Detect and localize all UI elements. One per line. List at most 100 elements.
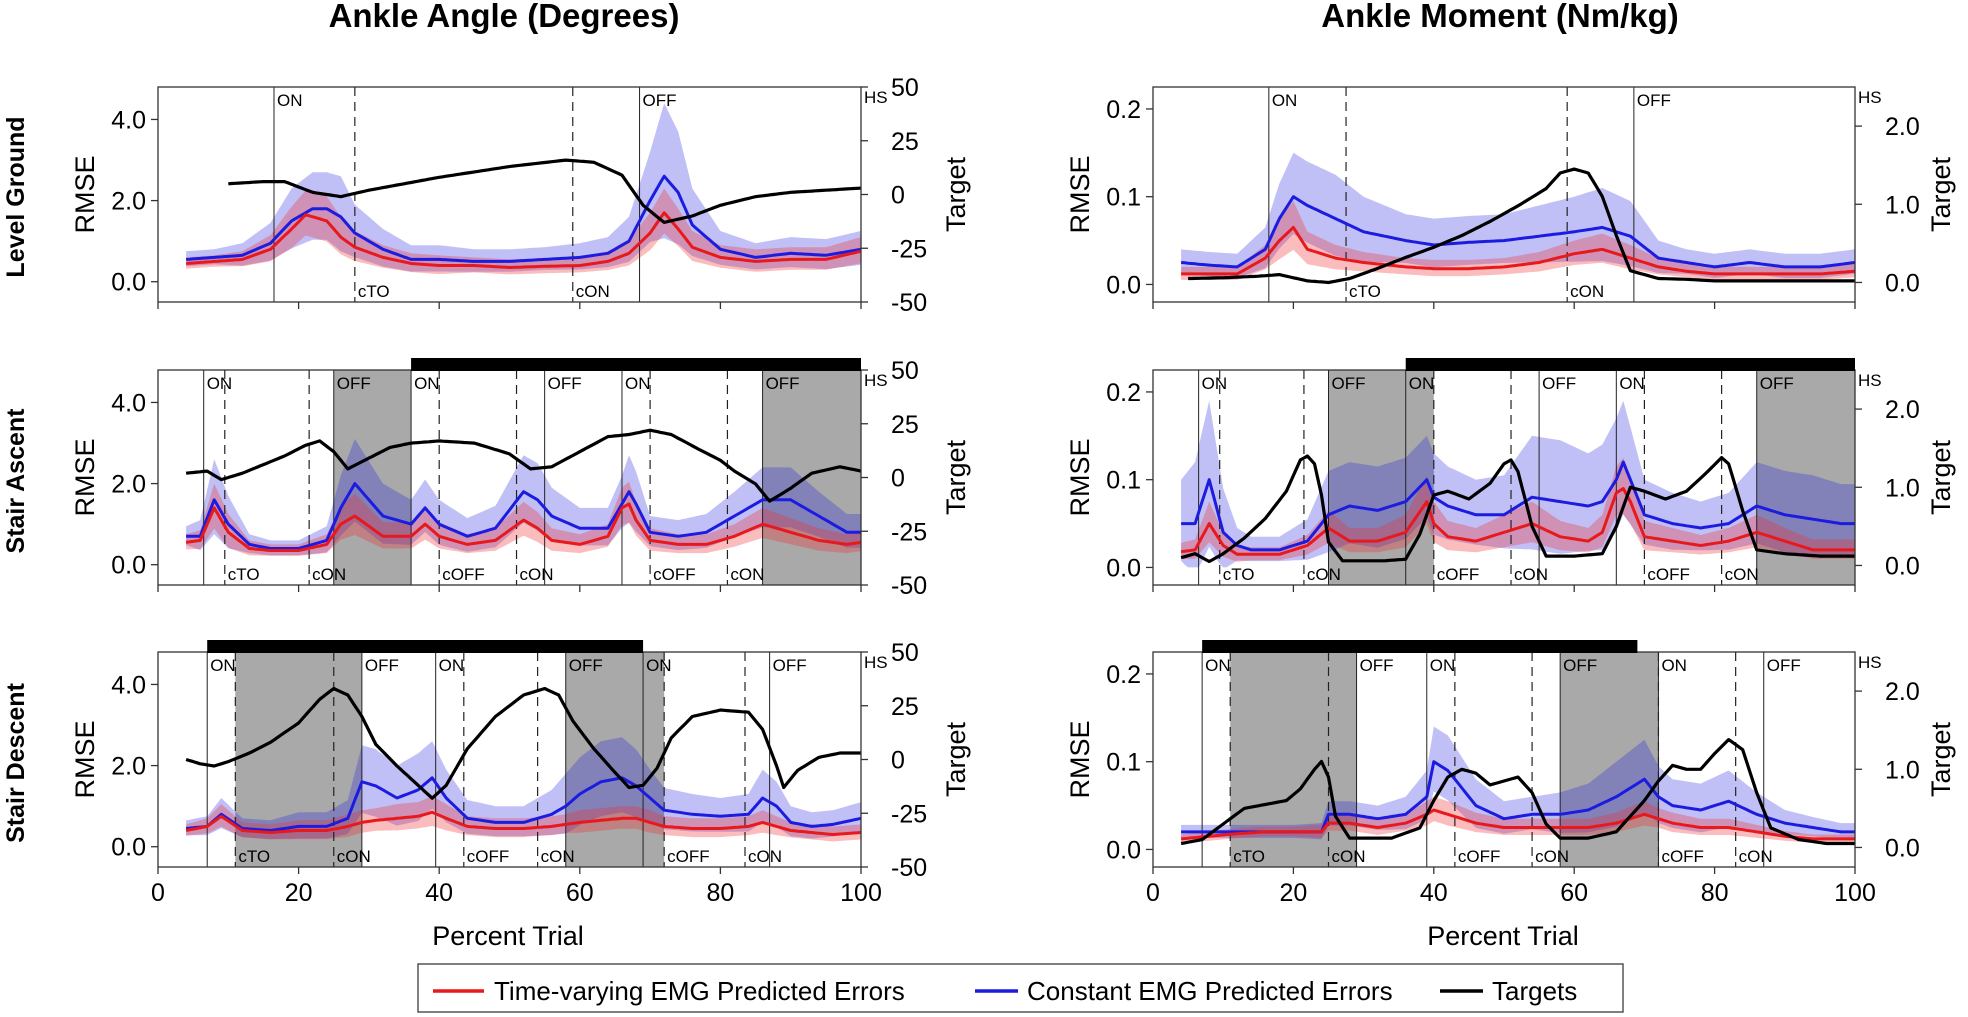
event-label-solid: ON	[1202, 374, 1228, 393]
event-label-dashed: cTO	[1349, 282, 1381, 301]
legend-box	[417, 963, 1624, 1013]
event-label-dashed: cOFF	[1458, 847, 1501, 866]
event-label-solid: OFF	[1760, 374, 1794, 393]
target-tick-label: 2.0	[1885, 396, 1920, 424]
y-tick-label: 4.0	[111, 389, 146, 417]
y-tick-label: 4.0	[111, 671, 146, 699]
blue-error-band	[1181, 152, 1855, 279]
blue-error-line	[185, 776, 862, 832]
event-label-solid: ON	[207, 374, 233, 393]
panel-r0-c0: ON OFF cTO cON HS 4.0 2.0 0.0 50 25 0 -25 -50 RMSE Tar…	[70, 74, 971, 317]
event-label-dashed: cTO	[228, 565, 260, 584]
event-label-dashed: cON	[1725, 565, 1759, 584]
target-tick-label: -50	[891, 572, 927, 600]
event-label-dashed: cON	[748, 847, 782, 866]
legend-label-time-varying: Time-varying EMG Predicted Errors	[494, 976, 905, 1006]
y-axis-label: RMSE	[1065, 720, 1095, 798]
y-tick-label: 0.0	[111, 834, 146, 862]
event-label-dashed: cOFF	[1647, 565, 1690, 584]
event-label-solid: OFF	[1332, 374, 1366, 393]
event-label-solid: OFF	[1563, 656, 1597, 675]
red-error-line	[185, 810, 862, 836]
event-label-dashed: cOFF	[442, 565, 485, 584]
target-tick-label: 0.0	[1885, 552, 1920, 580]
event-label-solid: OFF	[1767, 656, 1801, 675]
event-label-dashed: cOFF	[1437, 565, 1480, 584]
x-tick-label: 0	[1146, 879, 1160, 907]
titles: Ankle Angle (Degrees) Ankle Moment (Nm/k…	[2, 0, 1679, 951]
red-error-band	[1181, 457, 1855, 562]
hs-label: HS	[1858, 88, 1882, 107]
target-axis-label: Target	[1926, 156, 1956, 232]
blue-error-band	[1181, 726, 1855, 840]
event-label-solid: ON	[277, 91, 303, 110]
hs-label: HS	[1858, 371, 1882, 390]
event-label-solid: OFF	[548, 374, 582, 393]
red-error-line	[185, 211, 862, 269]
event-label-solid: ON	[1661, 656, 1687, 675]
x-tick-label: 100	[840, 879, 882, 907]
panel-r0-c1: ON OFF cTO cON HS 0.2 0.1 0.0 2.0 1.0 0.0 RMSE Targe…	[1065, 86, 1956, 309]
target-axis-label: Target	[941, 156, 971, 232]
legend-label-targets: Targets	[1492, 976, 1577, 1006]
y-tick-label: 0.1	[1106, 467, 1141, 495]
target-axis-label: Target	[941, 439, 971, 515]
event-label-solid: OFF	[1360, 656, 1394, 675]
plot-frame	[1152, 86, 1856, 303]
blue-error-band	[186, 439, 862, 556]
event-label-solid: ON	[1272, 91, 1298, 110]
target-tick-label: 0	[891, 182, 905, 210]
shaded-region	[333, 370, 412, 585]
target-axis-label: Target	[941, 721, 971, 797]
panel-r1-c0: ON OFF ON OFF ON OFF cTO cON cOFF cON cOFF cON HS 4.0…	[70, 357, 971, 600]
event-label-solid: OFF	[337, 374, 371, 393]
target-tick-label: 1.0	[1885, 474, 1920, 502]
event-label-dashed: cON	[337, 847, 371, 866]
event-label-solid: ON	[1430, 656, 1456, 675]
blue-error-line	[186, 174, 862, 263]
event-label-solid: ON	[1409, 374, 1435, 393]
y-axis-label: RMSE	[70, 720, 100, 798]
x-tick-label: 0	[151, 879, 165, 907]
legend-label-constant: Constant EMG Predicted Errors	[1027, 976, 1393, 1006]
x-tick-label: 80	[706, 879, 734, 907]
target-tick-label: 2.0	[1885, 113, 1920, 141]
blue-error-line	[1180, 195, 1856, 269]
x-tick-label: 60	[1560, 879, 1588, 907]
y-tick-label: 2.0	[111, 471, 146, 499]
y-axis-label: RMSE	[70, 155, 100, 233]
target-tick-label: 0.0	[1885, 834, 1920, 862]
top-bar	[411, 358, 861, 371]
panel-r2-c0: ON OFF ON OFF ON OFF cTO cON cOFF cON cOFF cON HS 4.0…	[70, 639, 971, 907]
target-tick-label: -50	[891, 854, 927, 882]
event-label-solid: ON	[1619, 374, 1645, 393]
event-label-dashed: cOFF	[667, 847, 710, 866]
target-tick-label: -25	[891, 235, 927, 263]
target-tick-label: 0	[891, 465, 905, 493]
target-tick-label: 50	[891, 357, 919, 385]
y-tick-label: 0.0	[1106, 836, 1141, 864]
x-axis-label-right: Percent Trial	[1427, 921, 1579, 951]
y-tick-label: 0.0	[111, 269, 146, 297]
event-label-solid: ON	[646, 656, 672, 675]
target-tick-label: -50	[891, 289, 927, 317]
column-title-ankle-angle: Ankle Angle (Degrees)	[329, 0, 680, 34]
legend: Time-varying EMG Predicted Errors Consta…	[417, 963, 1624, 1013]
y-tick-label: 2.0	[111, 188, 146, 216]
event-label-dashed: cOFF	[653, 565, 696, 584]
event-label-solid: OFF	[766, 374, 800, 393]
y-axis-label: RMSE	[70, 438, 100, 516]
shaded-region	[565, 652, 665, 867]
target-line	[1180, 454, 1855, 564]
y-tick-label: 0.1	[1106, 184, 1141, 212]
target-tick-label: 0	[891, 747, 905, 775]
y-axis-label: RMSE	[1065, 438, 1095, 516]
event-label-solid: OFF	[1637, 91, 1671, 110]
event-label-dashed: cON	[730, 565, 764, 584]
event-label-dashed: cON	[576, 282, 610, 301]
shaded-region	[762, 370, 861, 585]
x-tick-label: 80	[1701, 879, 1729, 907]
target-tick-label: -25	[891, 518, 927, 546]
top-bar	[207, 640, 644, 653]
